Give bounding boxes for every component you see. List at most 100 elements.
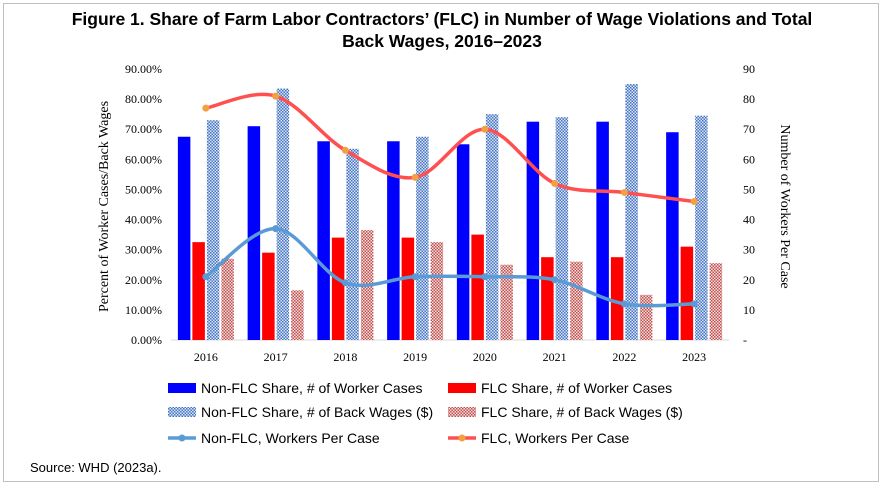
- line-point-2: [202, 104, 210, 112]
- left-tick-label: 70.00%: [125, 122, 162, 136]
- chart-title: Figure 1. Share of Farm Labor Contractor…: [0, 8, 884, 52]
- right-tick-label: -: [743, 333, 747, 347]
- bar-3: [206, 120, 220, 340]
- legend-label: FLC Share, # of Back Wages ($): [481, 404, 683, 420]
- bar-3: [695, 115, 708, 340]
- bar-1: [526, 121, 540, 340]
- bar-1: [666, 132, 679, 340]
- bar-2: [680, 246, 694, 340]
- legend-label: FLC, Workers Per Case: [481, 430, 630, 446]
- bar-1: [387, 141, 400, 340]
- left-tick-label: 80.00%: [125, 92, 162, 106]
- line-point-2: [341, 146, 349, 154]
- left-tick-label: 30.00%: [125, 243, 162, 257]
- line-point-1: [411, 273, 419, 281]
- line-point-1: [620, 300, 628, 308]
- right-tick-label: 20: [743, 273, 755, 287]
- line-point-2: [690, 197, 698, 205]
- line-point-1: [272, 225, 280, 233]
- x-tick-label: 2023: [682, 350, 706, 364]
- bar-1: [456, 144, 470, 340]
- x-tick-label: 2016: [194, 350, 218, 364]
- x-tick-label: 2022: [612, 350, 636, 364]
- left-tick-label: 60.00%: [125, 152, 162, 166]
- chart-axes: 0.00% 10.00% 20.00% 30.00% 40.00% 50.00% 60.00…: [97, 62, 792, 364]
- bar-3: [416, 136, 429, 340]
- bar-2: [331, 237, 345, 340]
- legend-marker: [178, 434, 186, 442]
- right-tick-label: 80: [743, 92, 755, 106]
- left-tick-label: 50.00%: [125, 182, 162, 196]
- bar-4: [221, 258, 234, 340]
- bar-4: [430, 242, 444, 340]
- figure-frame: [3, 3, 879, 482]
- legend-marker: [458, 434, 466, 442]
- x-tick-label: 2020: [473, 350, 497, 364]
- right-tick-label: 30: [743, 243, 755, 257]
- line-point-2: [551, 179, 559, 187]
- legend-label: Non-FLC Share, # of Back Wages ($): [201, 404, 433, 420]
- left-tick-label: 0.00%: [131, 333, 162, 347]
- left-tick-label: 90.00%: [125, 62, 162, 76]
- legend-swatch: [168, 383, 196, 393]
- chart-lines: [202, 92, 698, 308]
- y-axis-label-left: Percent of Worker Cases/Back Wages: [97, 101, 112, 312]
- x-tick-label: 2021: [543, 350, 567, 364]
- line-point-2: [272, 92, 280, 100]
- right-tick-label: 60: [743, 152, 755, 166]
- line-point-1: [341, 279, 349, 287]
- line-point-2: [620, 188, 628, 196]
- x-tick-label: 2017: [264, 350, 288, 364]
- legend-swatch: [448, 407, 476, 417]
- bar-2: [541, 257, 554, 340]
- bar-4: [291, 290, 304, 340]
- bar-3: [555, 117, 569, 340]
- right-tick-label: 70: [743, 122, 755, 136]
- x-tick-label: 2019: [403, 350, 427, 364]
- chart-title-line-2: Back Wages, 2016–2023: [342, 31, 542, 51]
- bar-1: [596, 121, 609, 340]
- y-axis-label-right: Number of Workers Per Case: [777, 124, 792, 288]
- x-tick-label: 2018: [333, 350, 357, 364]
- bar-3: [625, 84, 638, 340]
- bar-2: [401, 237, 415, 340]
- line-point-1: [690, 300, 698, 308]
- bar-3: [276, 88, 290, 340]
- left-tick-label: 40.00%: [125, 213, 162, 227]
- line-point-2: [411, 173, 419, 181]
- bar-2: [262, 252, 275, 340]
- legend-label: Non-FLC Share, # of Worker Cases: [201, 380, 423, 396]
- bar-3: [346, 148, 359, 340]
- left-tick-label: 10.00%: [125, 303, 162, 317]
- bar-2: [610, 257, 624, 340]
- line-point-1: [202, 273, 210, 281]
- left-tick-label: 20.00%: [125, 273, 162, 287]
- bar-4: [709, 263, 723, 340]
- legend-label: Non-FLC, Workers Per Case: [201, 430, 380, 446]
- line-series-2: [204, 92, 696, 204]
- right-tick-label: 40: [743, 213, 755, 227]
- bar-2: [471, 234, 484, 340]
- right-tick-label: 10: [743, 303, 755, 317]
- legend-label: FLC Share, # of Worker Cases: [481, 380, 672, 396]
- bar-3: [485, 114, 499, 341]
- bar-1: [317, 141, 330, 340]
- line-point-1: [481, 273, 489, 281]
- chart-bars: [177, 84, 723, 341]
- bar-1: [247, 126, 261, 340]
- legend-swatch: [168, 407, 196, 417]
- right-tick-label: 90: [743, 62, 755, 76]
- source-note: Source: WHD (2023a).: [30, 460, 162, 475]
- bar-4: [639, 294, 653, 340]
- bar-1: [177, 136, 191, 340]
- right-tick-label: 50: [743, 182, 755, 196]
- legend-swatch: [448, 383, 476, 393]
- bar-4: [500, 264, 513, 340]
- chart-title-line-1: Figure 1. Share of Farm Labor Contractor…: [71, 9, 813, 29]
- bar-2: [192, 242, 205, 340]
- line-point-2: [481, 125, 489, 133]
- chart-legend: Non-FLC Share, # of Worker Cases FLC Shar…: [168, 380, 683, 446]
- bar-4: [570, 261, 583, 340]
- line-point-1: [551, 276, 559, 284]
